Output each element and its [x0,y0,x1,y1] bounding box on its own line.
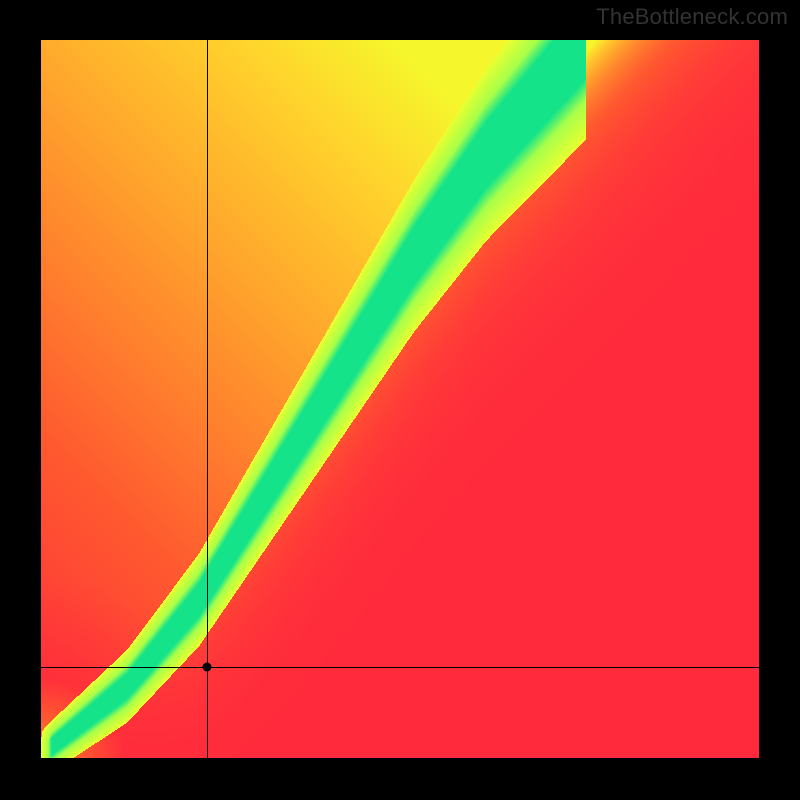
crosshair-vertical [207,40,208,758]
watermark-text: TheBottleneck.com [596,4,788,30]
heatmap-plot-area [41,40,759,758]
crosshair-marker [202,662,211,671]
heatmap-canvas [41,40,759,758]
crosshair-horizontal [41,667,759,668]
